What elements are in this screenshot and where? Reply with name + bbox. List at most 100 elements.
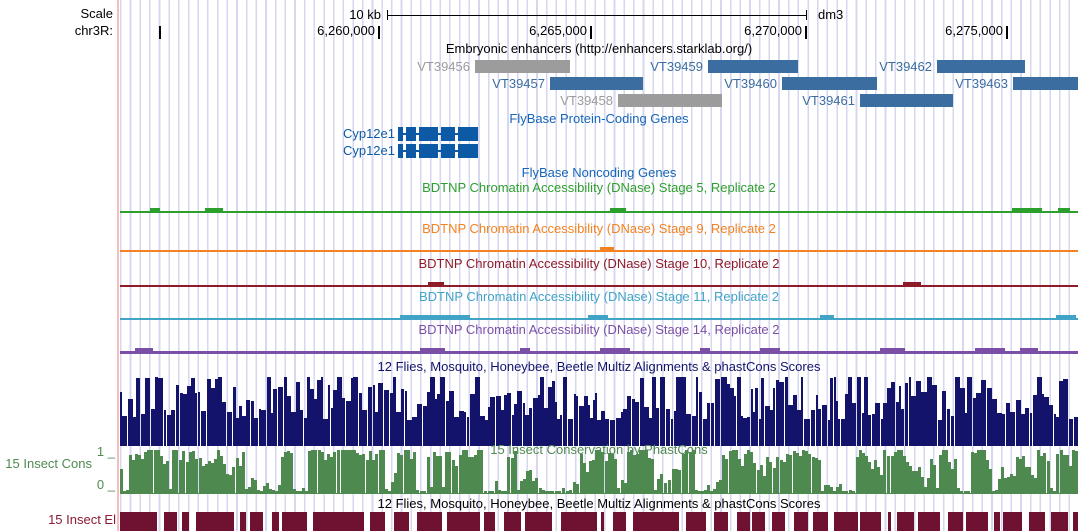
signal-line-4[interactable] (120, 351, 1078, 354)
wiggle-bar (617, 488, 620, 493)
enhancer-item-VT39457[interactable] (550, 77, 643, 90)
hist-bar (947, 409, 950, 446)
hist-bar (440, 377, 445, 446)
hist-bar (649, 418, 652, 446)
wiggle-bar (865, 456, 868, 493)
hist-bar (470, 394, 475, 446)
bdtnp-track-title-3: BDTNP Chromatin Accessibility (DNase) St… (418, 289, 780, 304)
wiggle-bar (416, 490, 419, 493)
wiggle-bar (722, 455, 725, 493)
wiggle-bar (682, 454, 685, 493)
wiggle-bar (535, 478, 538, 493)
wiggle-bar (172, 450, 175, 493)
wiggle-bar (1050, 488, 1053, 493)
wiggle-bar (455, 466, 458, 493)
wiggle-bar (845, 491, 848, 493)
signal-line-3[interactable] (120, 318, 1078, 320)
hist-bar (1033, 395, 1037, 446)
wiggle-bar (924, 487, 927, 493)
enhancer-item-VT39460[interactable] (782, 77, 877, 90)
hist-bar (427, 392, 430, 446)
enhancer-item-VT39459[interactable] (708, 60, 798, 73)
wiggle-bar (698, 491, 701, 493)
wiggle-bar (175, 450, 178, 493)
wiggle-bar (337, 450, 340, 493)
element-block (897, 512, 914, 531)
hist-bar (504, 395, 507, 446)
enhancer-item-VT39461[interactable] (860, 94, 953, 107)
signal-line-0[interactable] (120, 211, 1078, 213)
signal-bump (975, 348, 1005, 351)
signal-line-1[interactable] (120, 250, 1078, 252)
wiggle-bar (651, 459, 654, 493)
phastcons-wiggle[interactable] (120, 450, 1078, 494)
hist-bar (899, 386, 901, 446)
wiggle-bar (701, 491, 704, 493)
wiggle-bar (897, 450, 900, 493)
hist-bar (635, 402, 639, 446)
enhancer-item-VT39463[interactable] (1013, 77, 1078, 90)
enhancer-item-VT39462[interactable] (937, 60, 1025, 73)
hist-bar (346, 401, 351, 446)
element-block (613, 512, 626, 531)
wiggle-bar (439, 456, 442, 493)
wiggle-bar (964, 491, 967, 493)
wiggle-bar (836, 487, 839, 493)
wiggle-bar (707, 485, 710, 493)
insect-elements-track[interactable] (120, 512, 1078, 531)
wiggle-bar (668, 480, 671, 493)
bdtnp-track-title-4: BDTNP Chromatin Accessibility (DNase) St… (418, 322, 780, 337)
phastcons-axis-min-label: 0 _ (96, 477, 115, 492)
gene-glyph[interactable] (398, 127, 478, 141)
signal-line-2[interactable] (120, 285, 1078, 287)
wiggle-bar (287, 451, 290, 493)
ruler-coordinate-label: 6,275,000 (945, 23, 1003, 38)
wiggle-bar (290, 453, 293, 493)
wiggle-bar (318, 450, 321, 493)
exon-block (398, 144, 403, 158)
wiggle-bar (624, 483, 627, 493)
wiggle-bar (452, 460, 455, 493)
hist-bar (128, 399, 133, 446)
enhancer-item-VT39458[interactable] (618, 94, 722, 107)
wiggle-bar (526, 471, 529, 493)
hist-bar (1030, 413, 1032, 446)
exon-block (406, 144, 416, 158)
hist-bar (480, 416, 485, 446)
hist-bar (449, 391, 454, 446)
hist-bar (605, 419, 609, 446)
hist-bar (384, 390, 389, 446)
wiggle-bar (562, 488, 565, 493)
multiz-histogram[interactable] (120, 377, 1078, 446)
hist-bar (353, 377, 358, 446)
hist-bar (155, 377, 158, 446)
wiggle-bar (713, 489, 716, 493)
wiggle-bar (135, 454, 138, 493)
wiggle-bar (995, 490, 998, 493)
hist-bar (579, 406, 584, 446)
wiggle-bar (545, 491, 548, 493)
element-block (714, 512, 728, 531)
gene-glyph[interactable] (398, 144, 478, 158)
hist-bar (806, 419, 810, 446)
hist-bar (331, 408, 333, 446)
hist-bar (407, 420, 412, 446)
wiggle-bar (465, 450, 468, 493)
hist-bar (187, 386, 191, 446)
hist-bar (557, 419, 560, 446)
wiggle-bar (894, 452, 897, 493)
wiggle-bar (601, 452, 604, 493)
wiggle-bar (147, 450, 150, 493)
hist-bar (997, 413, 1002, 446)
wiggle-bar (413, 452, 416, 493)
hist-bar (552, 381, 555, 446)
signal-bump (600, 348, 630, 351)
wiggle-bar (1007, 477, 1010, 493)
enhancer-item-VT39456[interactable] (475, 60, 570, 73)
phastcons-axis-max-label: 1 _ (96, 444, 115, 459)
wiggle-bar (477, 450, 480, 493)
wiggle-bar (871, 469, 874, 493)
exon-block (406, 127, 416, 141)
wiggle-bar (710, 491, 713, 493)
